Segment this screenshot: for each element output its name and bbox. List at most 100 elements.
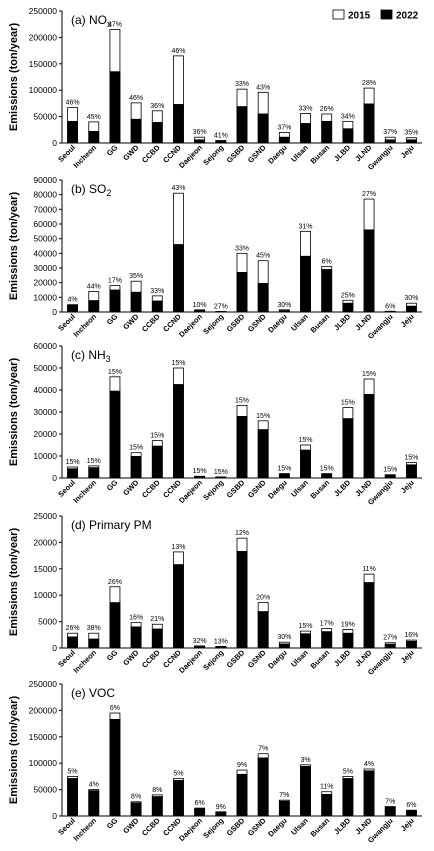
chart-title: (a) NOx — [71, 13, 112, 29]
bar-2022-Incheon — [88, 638, 100, 649]
bar-percent-label: 6% — [322, 259, 332, 266]
y-tick-label: 70000 — [33, 204, 57, 214]
x-tick-label: Daegu — [266, 648, 289, 671]
bar-2022-CCND — [173, 244, 184, 313]
bar-2022-Sejong — [215, 140, 227, 144]
bar-2022-CCND — [173, 779, 184, 817]
bar-percent-label: 33% — [299, 105, 313, 112]
bar-percent-label: 36% — [193, 129, 207, 136]
x-tick-label: GSBD — [225, 648, 247, 670]
bar-2022-Gwangju — [384, 139, 396, 144]
bar-percent-label: 3% — [300, 757, 310, 764]
bar-2022-JLBD — [342, 302, 354, 313]
x-tick-label: Sejong — [201, 478, 225, 502]
chart-panel-1: 0 50000 100000 150000 200000 250000 Emissions … — [8, 6, 422, 172]
bar-percent-label: 30% — [277, 302, 291, 309]
legend-label-2022: 2022 — [396, 11, 419, 22]
bar-2022-CCBD — [151, 796, 163, 817]
legend-label-2015: 2015 — [348, 11, 371, 22]
y-tick-label: 0 — [52, 811, 57, 821]
bar-percent-label: 9% — [216, 804, 226, 811]
y-tick-label: 50000 — [33, 363, 57, 373]
bar-percent-label: 37% — [383, 129, 397, 136]
bar-percent-label: 4% — [364, 761, 374, 768]
bar-percent-label: 15% — [383, 467, 397, 474]
chart-title: (d) Primary PM — [71, 518, 152, 532]
bar-2022-Seoul — [67, 120, 78, 144]
bar-percent-label: 15% — [87, 458, 101, 465]
y-tick-label: 90000 — [33, 175, 57, 185]
legend-swatch-2022 — [380, 9, 393, 20]
x-tick-label: Jeju — [399, 478, 416, 495]
y-tick-label: 20000 — [33, 537, 57, 547]
bar-percent-label: 15% — [108, 369, 122, 376]
bar-2022-JLND — [363, 582, 375, 649]
bar-2022-Daejeon — [194, 808, 206, 817]
bar-2022-Seoul — [67, 636, 78, 649]
bar-percent-label: 38% — [87, 625, 101, 632]
bar-2022-CCBD — [151, 628, 163, 649]
x-tick-label: Incheon — [71, 648, 98, 675]
x-tick-label: Incheon — [71, 312, 98, 339]
bar-2022-Sejong — [215, 646, 227, 649]
y-tick-label: 20000 — [33, 429, 57, 439]
y-tick-label: 10000 — [33, 590, 57, 600]
x-tick-label: GSND — [246, 312, 268, 334]
bar-percent-label: 9% — [237, 762, 247, 769]
bar-2022-JLND — [363, 393, 375, 479]
bar-2022-JLBD — [342, 128, 354, 144]
x-tick-label: Daejeon — [177, 816, 204, 843]
bar-2022-Daejeon — [194, 476, 206, 479]
bar-2022-Seoul — [67, 468, 78, 479]
bar-2022-Gwangju — [384, 474, 396, 479]
bar-percent-label: 26% — [66, 625, 80, 632]
x-tick-label: JLBD — [332, 143, 353, 164]
x-tick-label: GG — [105, 312, 120, 327]
bar-2022-GG — [109, 289, 121, 313]
bar-2022-Ulsan — [300, 123, 311, 144]
y-tick-label: 200000 — [29, 705, 58, 715]
bar-percent-label: 15% — [150, 433, 164, 440]
x-tick-label: GSND — [246, 143, 268, 165]
bar-percent-label: 5% — [173, 771, 183, 778]
y-tick-label: 30000 — [33, 263, 57, 273]
x-tick-label: Ulsan — [289, 312, 310, 333]
x-tick-label: Daegu — [266, 478, 289, 501]
bar-percent-label: 30% — [404, 295, 418, 302]
x-tick-label: Daegu — [266, 312, 289, 335]
bar-percent-label: 15% — [171, 360, 185, 367]
bar-2022-Sejong — [215, 811, 227, 817]
bar-2022-JLBD — [342, 632, 354, 649]
x-tick-label: GWD — [121, 312, 141, 332]
bar-percent-label: 6% — [110, 705, 120, 712]
bar-percent-label: 19% — [341, 622, 355, 629]
x-tick-label: JLBD — [332, 478, 353, 499]
x-tick-label: Sejong — [201, 816, 225, 840]
bar-2022-CCND — [173, 104, 184, 144]
y-tick-label: 100000 — [29, 85, 58, 95]
bar-2022-Jeju — [406, 640, 417, 649]
x-tick-label: GSBD — [225, 312, 247, 334]
bar-2022-GWD — [130, 802, 142, 817]
x-tick-label: GSBD — [225, 478, 247, 500]
bar-percent-label: 16% — [129, 615, 143, 622]
bar-percent-label: 6% — [195, 800, 205, 807]
bar-2022-Seoul — [67, 778, 78, 817]
x-tick-label: Busan — [309, 816, 332, 839]
x-tick-label: Incheon — [71, 478, 98, 505]
bar-2022-JLND — [363, 770, 375, 817]
y-tick-label: 60000 — [33, 341, 57, 351]
x-tick-label: GWD — [121, 816, 141, 836]
x-tick-label: GWD — [121, 648, 141, 668]
bar-2022-Gwangju — [384, 643, 396, 649]
bar-2022-Sejong — [215, 476, 227, 479]
bar-percent-label: 45% — [87, 114, 101, 121]
bar-percent-label: 10% — [193, 302, 207, 309]
x-tick-label: CCBD — [140, 312, 162, 334]
bar-percent-label: 4% — [89, 782, 99, 789]
bar-2022-Ulsan — [300, 255, 311, 313]
bar-percent-label: 44% — [87, 283, 101, 290]
bar-percent-label: 15% — [299, 623, 313, 630]
bar-percent-label: 21% — [150, 616, 164, 623]
bar-2022-GSND — [257, 113, 269, 144]
